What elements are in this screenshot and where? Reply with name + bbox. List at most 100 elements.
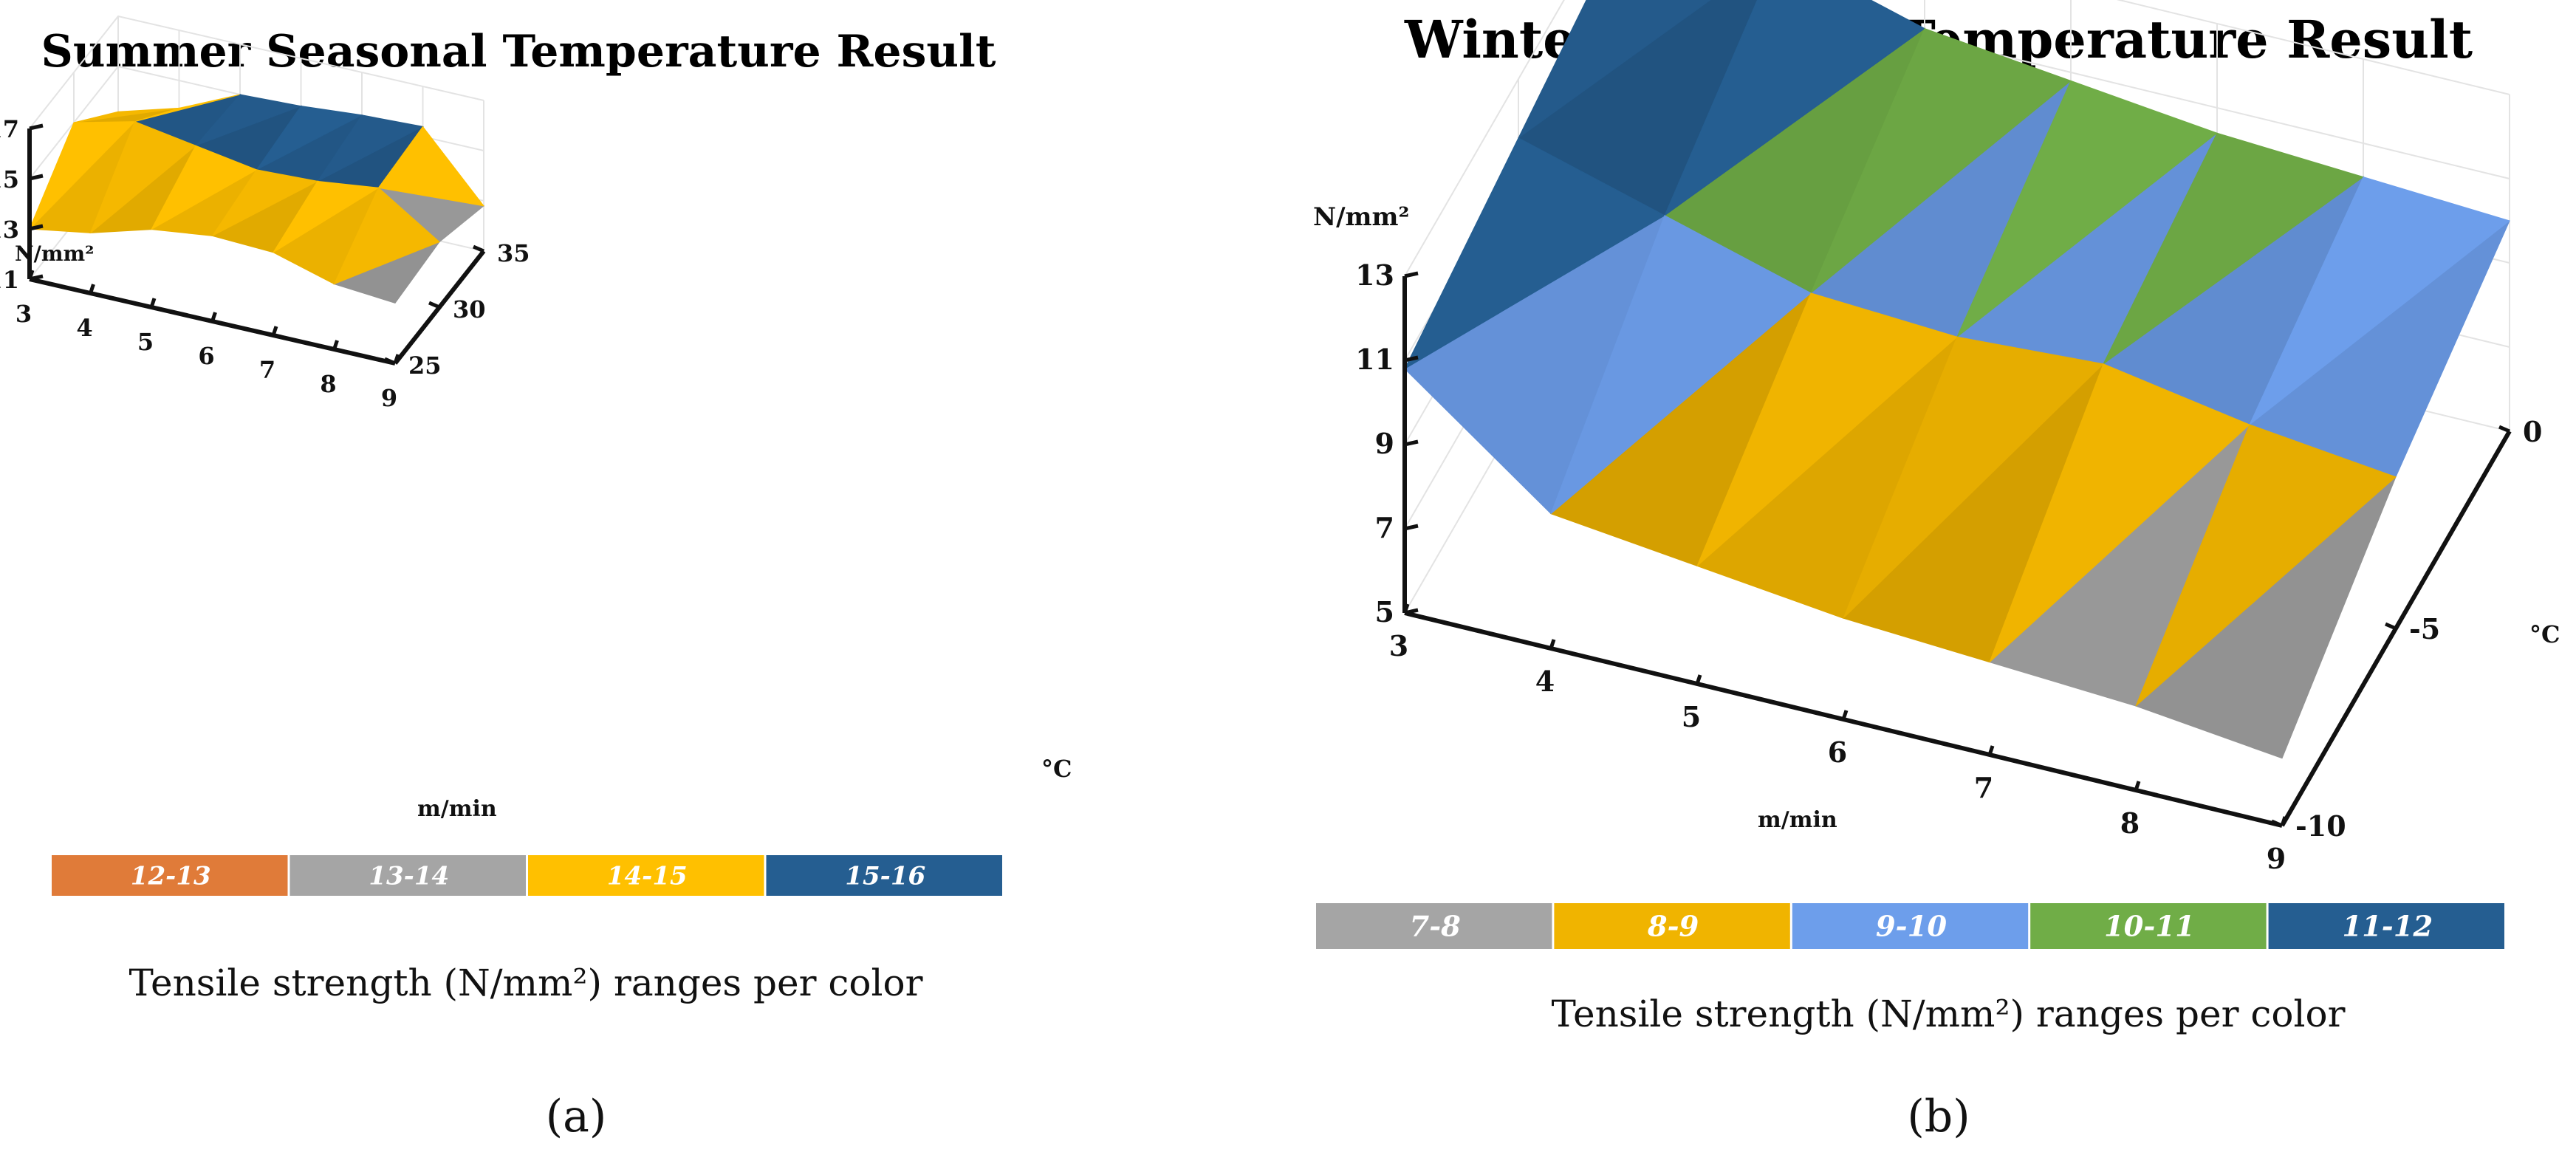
surface-facet — [1696, 292, 1959, 566]
panel-label: (a) — [546, 1091, 607, 1142]
chart-axes: 5 7 9 11 13 3 4 5 6 7 8 9 -10 -5 0 — [1355, 258, 2542, 875]
legend-label: 8-9 — [1647, 911, 1699, 944]
z-tick-label: 13 — [1355, 258, 1394, 292]
surface-facet — [1956, 80, 2219, 337]
legend-caption: Tensile strength (N/mm²) ranges per colo… — [129, 962, 923, 1004]
surface-facet — [273, 180, 380, 253]
surface-facet — [2103, 132, 2365, 365]
legend-swatch — [1554, 903, 1790, 949]
x-tick-mark — [27, 270, 35, 280]
x-tick-mark — [1987, 745, 1995, 755]
y-tick-label: 25 — [408, 352, 442, 380]
surface-facet — [1403, 137, 1666, 370]
chart-axes: 11 13 15 17 3 4 5 6 7 8 9 25 30 35 — [0, 115, 530, 412]
y-tick-label: 0 — [2523, 415, 2542, 448]
legend-swatch — [766, 855, 1002, 896]
y-tick-mark — [2385, 622, 2397, 631]
z-axis-label: N/mm² — [1313, 202, 1409, 232]
y-tick-label: 35 — [497, 239, 530, 267]
x-axis-label: m/min — [417, 796, 497, 822]
x-tick-label: 7 — [1974, 771, 1993, 804]
x-tick-mark — [1402, 603, 1410, 614]
z-tick-mark — [1404, 608, 1419, 615]
chart-surface — [1403, 0, 2511, 759]
chart-legend: 12-13 13-14 14-15 15-16 — [52, 855, 1002, 896]
surface-facet — [1989, 363, 2250, 662]
z-axis-label: N/mm² — [15, 241, 94, 266]
z-tick-label: 9 — [1375, 427, 1394, 460]
surface-facet — [377, 126, 485, 207]
legend-swatch — [52, 855, 288, 896]
surface-facet — [195, 94, 303, 146]
legend-label: 12-13 — [131, 862, 211, 891]
z-tick-label: 7 — [1375, 511, 1394, 544]
y-tick-label: -10 — [2295, 809, 2346, 843]
surface-facet — [29, 121, 136, 230]
x-tick-label: 4 — [1535, 665, 1555, 698]
x-tick-mark — [1841, 710, 1849, 720]
surface-facet — [1810, 27, 2072, 294]
x-tick-label: 6 — [198, 342, 214, 370]
legend-label: 11-12 — [2342, 911, 2433, 944]
z-tick-label: 17 — [0, 115, 19, 143]
chart-title: Summer Seasonal Temperature Result — [41, 26, 996, 78]
panel-label: (b) — [1907, 1091, 1970, 1142]
y-tick-label: -5 — [2409, 612, 2440, 645]
surface-facet — [2249, 176, 2511, 425]
y-tick-mark — [428, 301, 440, 309]
y-tick-mark — [2271, 819, 2283, 828]
x-tick-label: 8 — [2120, 806, 2140, 840]
surface-facet — [1843, 336, 2105, 619]
surface-facet — [1518, 0, 1711, 139]
z-tick-label: 15 — [0, 165, 19, 193]
legend-label: 10-11 — [2104, 911, 2195, 944]
x-tick-label: 6 — [1828, 736, 1847, 769]
x-tick-label: 7 — [259, 356, 275, 384]
y-tick-mark — [2498, 425, 2510, 433]
x-tick-label: 8 — [320, 370, 336, 398]
surface-facet — [134, 94, 241, 123]
surface-facet — [90, 120, 196, 233]
surface-facet — [1550, 215, 1812, 514]
legend-label: 14-15 — [607, 862, 688, 891]
legend-label: 15-16 — [845, 862, 925, 891]
x-tick-mark — [89, 284, 95, 294]
legend-label: 9-10 — [1876, 911, 1947, 944]
chart-summer: Summer Seasonal Temperature Result 11131… — [0, 15, 1072, 1142]
legend-swatch — [528, 855, 764, 896]
chart-surface — [28, 94, 485, 304]
x-tick-label: 3 — [16, 300, 32, 328]
x-tick-label: 5 — [137, 328, 154, 356]
surface-facet — [150, 145, 258, 230]
z-tick-label: 11 — [1355, 343, 1394, 376]
x-axis-label: m/min — [1758, 807, 1837, 833]
x-tick-mark — [1549, 639, 1556, 649]
legend-label: 7-8 — [1409, 911, 1460, 944]
z-tick-mark — [29, 174, 44, 181]
x-tick-label: 4 — [76, 314, 92, 342]
legend-caption: Tensile strength (N/mm²) ranges per colo… — [1552, 993, 2346, 1035]
x-tick-mark — [2134, 781, 2141, 791]
x-tick-label: 9 — [381, 384, 397, 412]
x-tick-mark — [210, 312, 217, 322]
z-tick-mark — [1404, 271, 1419, 278]
z-tick-label: 13 — [0, 216, 19, 244]
z-tick-mark — [1404, 355, 1419, 363]
x-tick-mark — [1695, 674, 1702, 685]
chart-winter: Winter Seasonal Temperature Result 57911… — [1313, 0, 2560, 1142]
z-tick-mark — [29, 274, 44, 281]
legend-label: 13-14 — [369, 862, 449, 891]
legend-swatch — [2268, 903, 2504, 949]
z-tick-label: 5 — [1375, 595, 1394, 628]
x-tick-mark — [149, 298, 157, 308]
y-tick-label: 30 — [453, 295, 486, 323]
y-tick-mark — [384, 357, 396, 366]
surface-facet — [73, 107, 179, 123]
surface-facet — [212, 169, 319, 236]
surface-facet — [333, 187, 440, 285]
x-tick-mark — [271, 326, 278, 336]
surface-facet — [317, 114, 425, 182]
legend-swatch — [1792, 903, 2029, 949]
y-axis-label: °C — [1041, 755, 1072, 783]
